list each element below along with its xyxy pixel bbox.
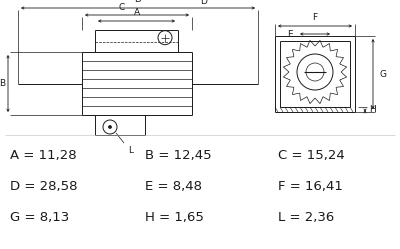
Text: E: E — [287, 29, 293, 39]
Text: D: D — [200, 0, 207, 6]
Text: G = 8,13: G = 8,13 — [10, 210, 69, 224]
Text: H: H — [369, 105, 376, 114]
Text: L: L — [128, 146, 133, 155]
Text: D = 28,58: D = 28,58 — [10, 180, 78, 192]
Circle shape — [108, 125, 112, 128]
Text: B: B — [0, 79, 5, 88]
Text: H = 1,65: H = 1,65 — [145, 210, 204, 224]
Text: G: G — [379, 69, 386, 78]
Text: F = 16,41: F = 16,41 — [278, 180, 343, 192]
Text: E = 8,48: E = 8,48 — [145, 180, 202, 192]
Text: A: A — [134, 8, 140, 17]
Text: B = 12,45: B = 12,45 — [145, 148, 212, 162]
Text: C: C — [119, 3, 125, 12]
Text: A = 11,28: A = 11,28 — [10, 148, 77, 162]
Text: C = 15,24: C = 15,24 — [278, 148, 345, 162]
Text: L = 2,36: L = 2,36 — [278, 210, 334, 224]
Text: D: D — [134, 0, 142, 4]
Text: F: F — [312, 13, 318, 22]
